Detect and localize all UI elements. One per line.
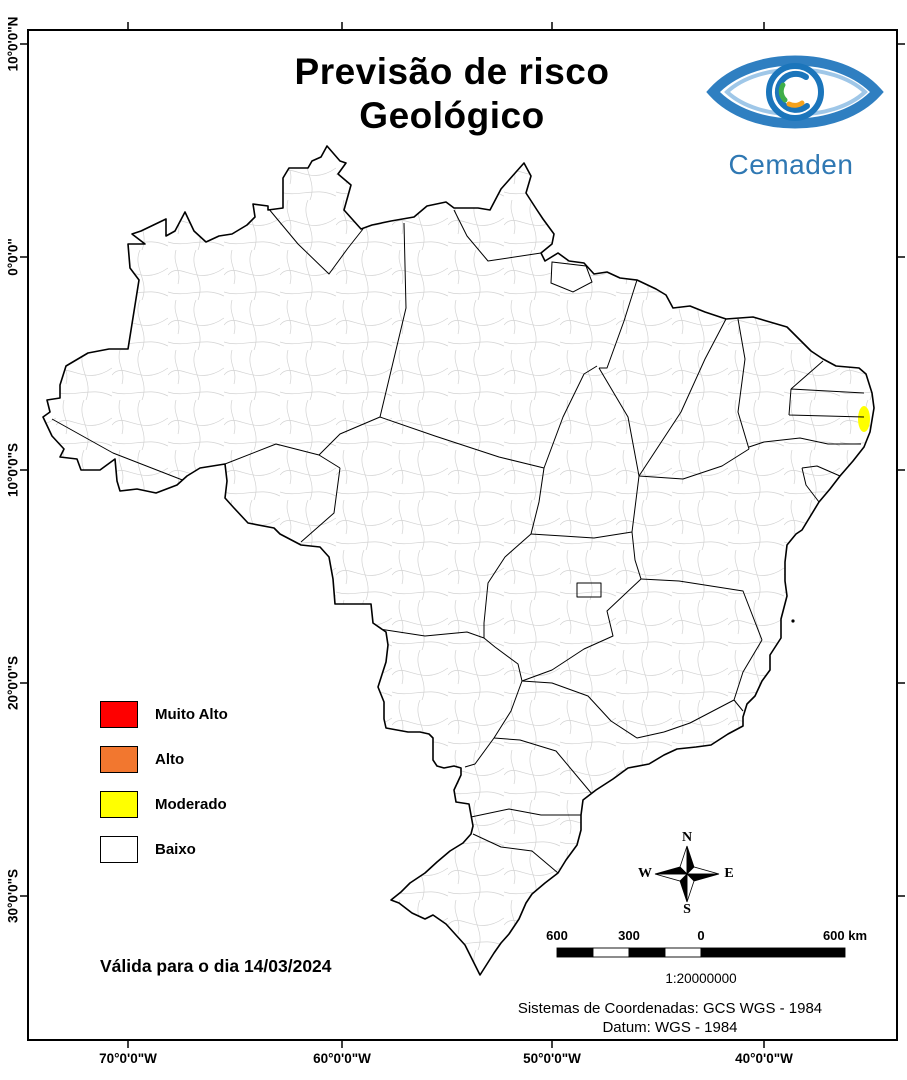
- compass-s-label: S: [683, 902, 691, 917]
- legend-item: Baixo: [100, 835, 228, 863]
- map-title: Previsão de risco Geológico: [295, 50, 610, 137]
- lon-label-60w: 60°0'0"W: [313, 1051, 371, 1066]
- legend-label: Baixo: [155, 840, 196, 858]
- marajo-island: [550, 261, 593, 293]
- compass-rose-icon: [654, 845, 720, 903]
- legend-swatch-moderado: [100, 790, 138, 818]
- scale-bar: [556, 947, 846, 958]
- scale-label-600-left: 600: [546, 928, 568, 943]
- offshore-island-dot: [791, 619, 795, 623]
- scale-label-600km: 600 km: [822, 928, 868, 943]
- legend-item: Alto: [100, 745, 228, 773]
- country-outline: [42, 145, 875, 976]
- brazil-country-shape: [43, 146, 874, 975]
- legend-swatch-muito-alto: [100, 700, 138, 728]
- legend-item: Moderado: [100, 790, 228, 818]
- cemaden-logo: Cemaden: [693, 40, 889, 181]
- lat-label-10n: 10°0'0"N: [5, 16, 21, 72]
- compass-n-label: N: [681, 830, 693, 845]
- legend-swatch-alto: [100, 745, 138, 773]
- legend-label: Alto: [155, 750, 185, 768]
- lon-label-40w: 40°0'0"W: [735, 1051, 793, 1066]
- risk-legend: Muito Alto Alto Moderado Baixo: [100, 700, 228, 880]
- municipality-boundaries-texture: [43, 146, 874, 975]
- lat-label-30s: 30°0'0"S: [5, 868, 21, 924]
- legend-label: Muito Alto: [155, 705, 228, 723]
- state-boundaries: [51, 207, 865, 874]
- cemaden-eye-icon: [706, 55, 884, 129]
- validity-date: Válida para o dia 14/03/2024: [100, 956, 332, 976]
- lat-label-10s: 10°0'0"S: [5, 442, 21, 498]
- legend-item: Muito Alto: [100, 700, 228, 728]
- legend-label: Moderado: [155, 795, 227, 813]
- scale-label-300: 300: [618, 928, 640, 943]
- risk-spot-moderado: [858, 406, 870, 432]
- lon-label-50w: 50°0'0"W: [523, 1051, 581, 1066]
- map-title-line1: Previsão de risco: [294, 51, 610, 92]
- crs-line2: Datum: WGS - 1984: [602, 1019, 738, 1036]
- cemaden-logo-text: Cemaden: [728, 149, 854, 180]
- map-frame: [27, 29, 898, 1041]
- legend-swatch-baixo: [100, 835, 138, 863]
- lon-label-70w: 70°0'0"W: [99, 1051, 157, 1066]
- scale-ratio: 1:20000000: [665, 971, 737, 986]
- graticule-ticks: [20, 22, 905, 1048]
- lat-label-20s: 20°0'0"S: [5, 655, 21, 711]
- compass-e-label: E: [724, 866, 734, 881]
- crs-line1: Sistemas de Coordenadas: GCS WGS - 1984: [517, 1000, 823, 1017]
- scale-label-0: 0: [697, 928, 705, 943]
- map-title-line2: Geológico: [359, 94, 545, 136]
- compass-w-label: W: [638, 866, 652, 881]
- lat-label-0: 0°0'0": [5, 238, 21, 276]
